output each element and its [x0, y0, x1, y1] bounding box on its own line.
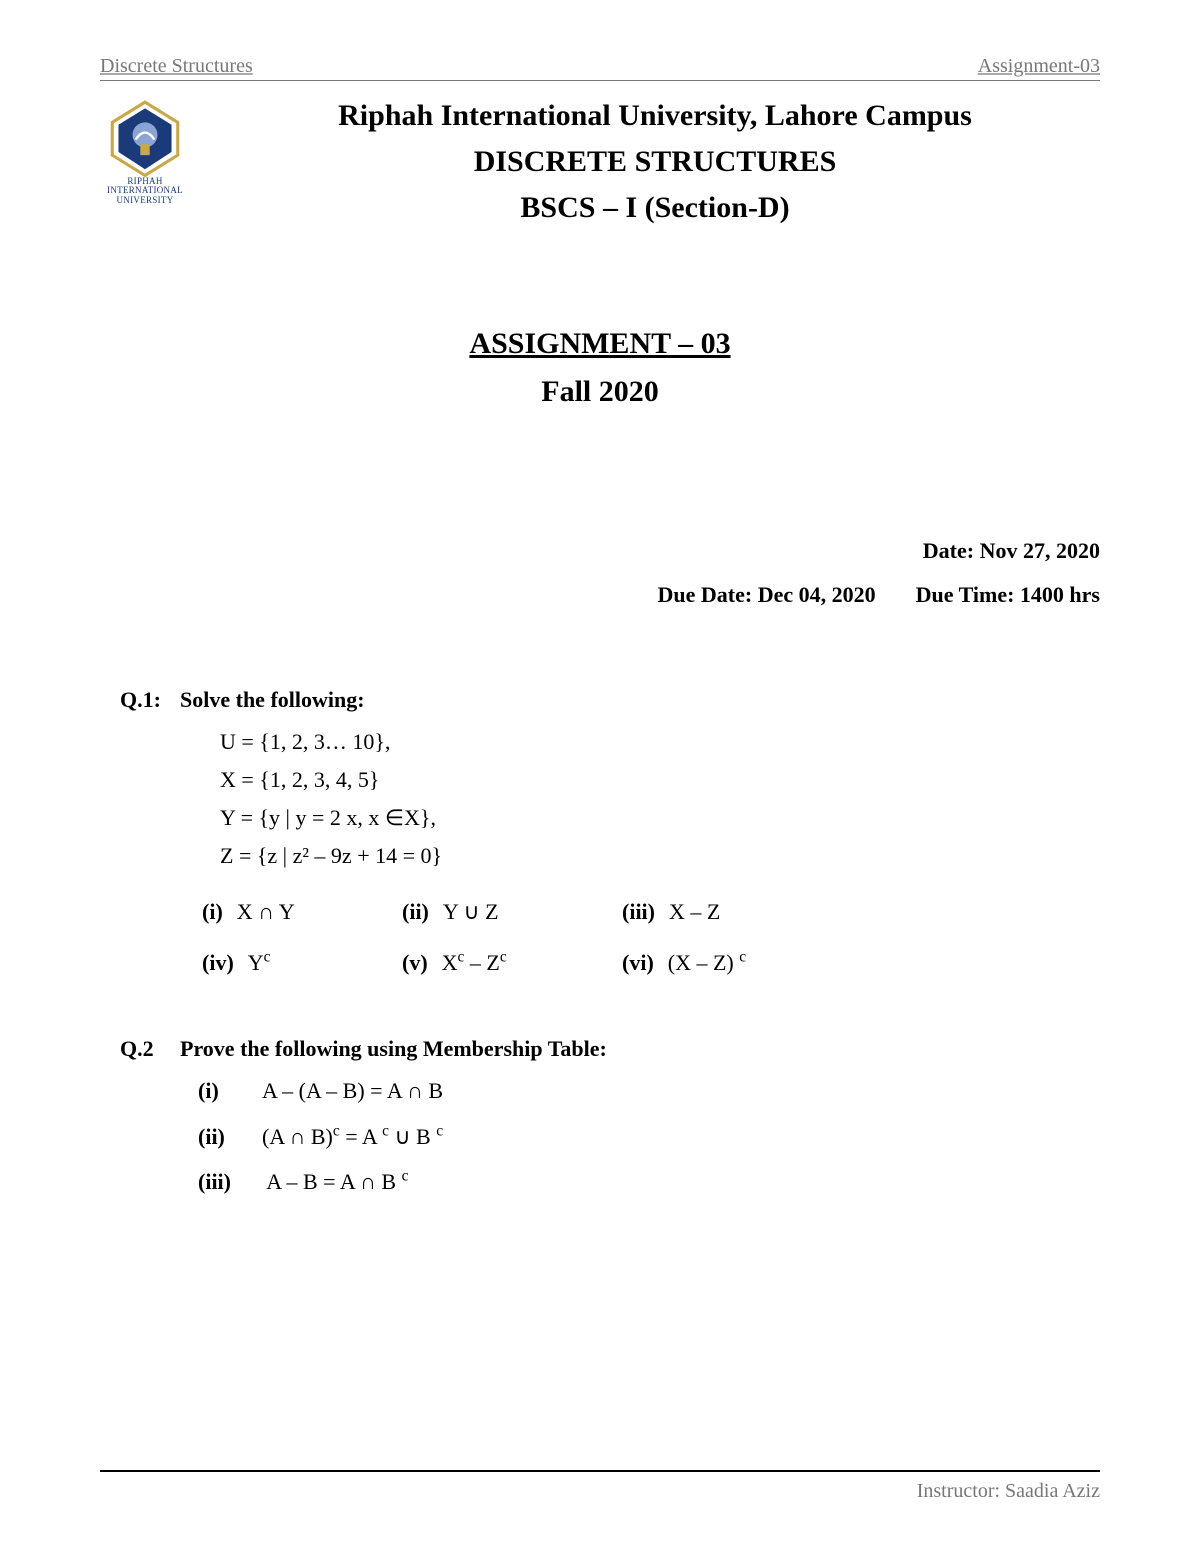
title-line-2: DISCRETE STRUCTURES: [210, 145, 1100, 179]
part-expression: (A ∩ B)c = A c ∪ B c: [262, 1124, 443, 1149]
part-label: (iv): [202, 950, 234, 975]
header-left: Discrete Structures: [100, 55, 253, 78]
footer-instructor: Instructor: Saadia Aziz: [917, 1480, 1100, 1502]
title-line-1: Riphah International University, Lahore …: [210, 99, 1100, 133]
q1-parts: (i) X ∩ Y (ii) Y ∪ Z (iii) X – Z (iv) Yc (v) Xc –…: [180, 899, 1100, 976]
assignment-heading: ASSIGNMENT – 03 Fall 2020: [100, 327, 1100, 409]
part-expression: A – B = A ∩ B c: [262, 1169, 408, 1194]
title-line-3: BSCS – I (Section-D): [210, 191, 1100, 225]
part-expression: (X – Z) c: [668, 950, 746, 975]
header-right: Assignment-03: [978, 55, 1100, 78]
q1-set-line: Y = {y | y = 2 x, x ∈X},: [220, 805, 1100, 831]
part-expression: A – (A – B) = A ∩ B: [262, 1078, 443, 1103]
page-footer: Instructor: Saadia Aziz: [100, 1470, 1100, 1503]
q2-items: (i) A – (A – B) = A ∩ B (ii) (A ∩ B)c = A c…: [180, 1078, 1100, 1195]
q1-part: (vi) (X – Z) c: [622, 949, 822, 976]
title-lines: Riphah International University, Lahore …: [210, 99, 1100, 237]
q1-set-line: Z = {z | z² – 9z + 14 = 0}: [220, 843, 1100, 869]
part-label: (ii): [402, 899, 429, 924]
logo-caption-3: UNIVERSITY: [100, 196, 190, 205]
part-label: (i): [198, 1078, 248, 1104]
university-logo: RIPHAH INTERNATIONAL UNIVERSITY: [100, 99, 190, 205]
page-header: Discrete Structures Assignment-03: [100, 55, 1100, 81]
title-block: RIPHAH INTERNATIONAL UNIVERSITY Riphah I…: [100, 99, 1100, 237]
q1-part: (ii) Y ∪ Z: [402, 899, 622, 925]
q1-set-line: X = {1, 2, 3, 4, 5}: [220, 767, 1100, 793]
part-label: (i): [202, 899, 223, 924]
part-expression: Xc – Zc: [442, 950, 507, 975]
q1-part: (iii) X – Z: [622, 899, 822, 925]
part-label: (ii): [198, 1124, 248, 1150]
q2-prompt: Prove the following using Membership Tab…: [180, 1036, 1100, 1062]
question-2: Q.2 Prove the following using Membership…: [120, 1036, 1100, 1213]
q2-item: (i) A – (A – B) = A ∩ B: [180, 1078, 1100, 1104]
q1-part: (i) X ∩ Y: [202, 899, 402, 925]
part-label: (v): [402, 950, 428, 975]
q2-label: Q.2: [120, 1036, 180, 1213]
part-expression: Y ∪ Z: [443, 899, 499, 924]
part-expression: X – Z: [669, 899, 720, 924]
assignment-term: Fall 2020: [100, 375, 1100, 409]
part-label: (iii): [198, 1169, 248, 1195]
q1-part: (v) Xc – Zc: [402, 949, 622, 976]
question-1: Q.1: Solve the following: U = {1, 2, 3… …: [120, 687, 1100, 976]
q2-item: (iii) A – B = A ∩ B c: [180, 1168, 1100, 1195]
meta-due-time: Due Time: 1400 hrs: [916, 573, 1100, 617]
q1-set-line: U = {1, 2, 3… 10},: [220, 729, 1100, 755]
meta-due-date: Due Date: Dec 04, 2020: [658, 573, 876, 617]
logo-icon: [106, 99, 184, 177]
part-expression: Yc: [248, 950, 271, 975]
part-expression: X ∩ Y: [237, 899, 295, 924]
q1-part: (iv) Yc: [202, 949, 402, 976]
meta-date: Date: Nov 27, 2020: [100, 529, 1100, 573]
questions: Q.1: Solve the following: U = {1, 2, 3… …: [100, 687, 1100, 1213]
assignment-title: ASSIGNMENT – 03: [100, 327, 1100, 361]
q2-item: (ii) (A ∩ B)c = A c ∪ B c: [180, 1122, 1100, 1149]
q1-sets: U = {1, 2, 3… 10}, X = {1, 2, 3, 4, 5} Y =…: [180, 729, 1100, 869]
part-label: (vi): [622, 950, 654, 975]
part-label: (iii): [622, 899, 655, 924]
meta-block: Date: Nov 27, 2020 Due Date: Dec 04, 202…: [100, 529, 1100, 617]
q1-prompt: Solve the following:: [180, 687, 1100, 713]
q1-label: Q.1:: [120, 687, 180, 976]
